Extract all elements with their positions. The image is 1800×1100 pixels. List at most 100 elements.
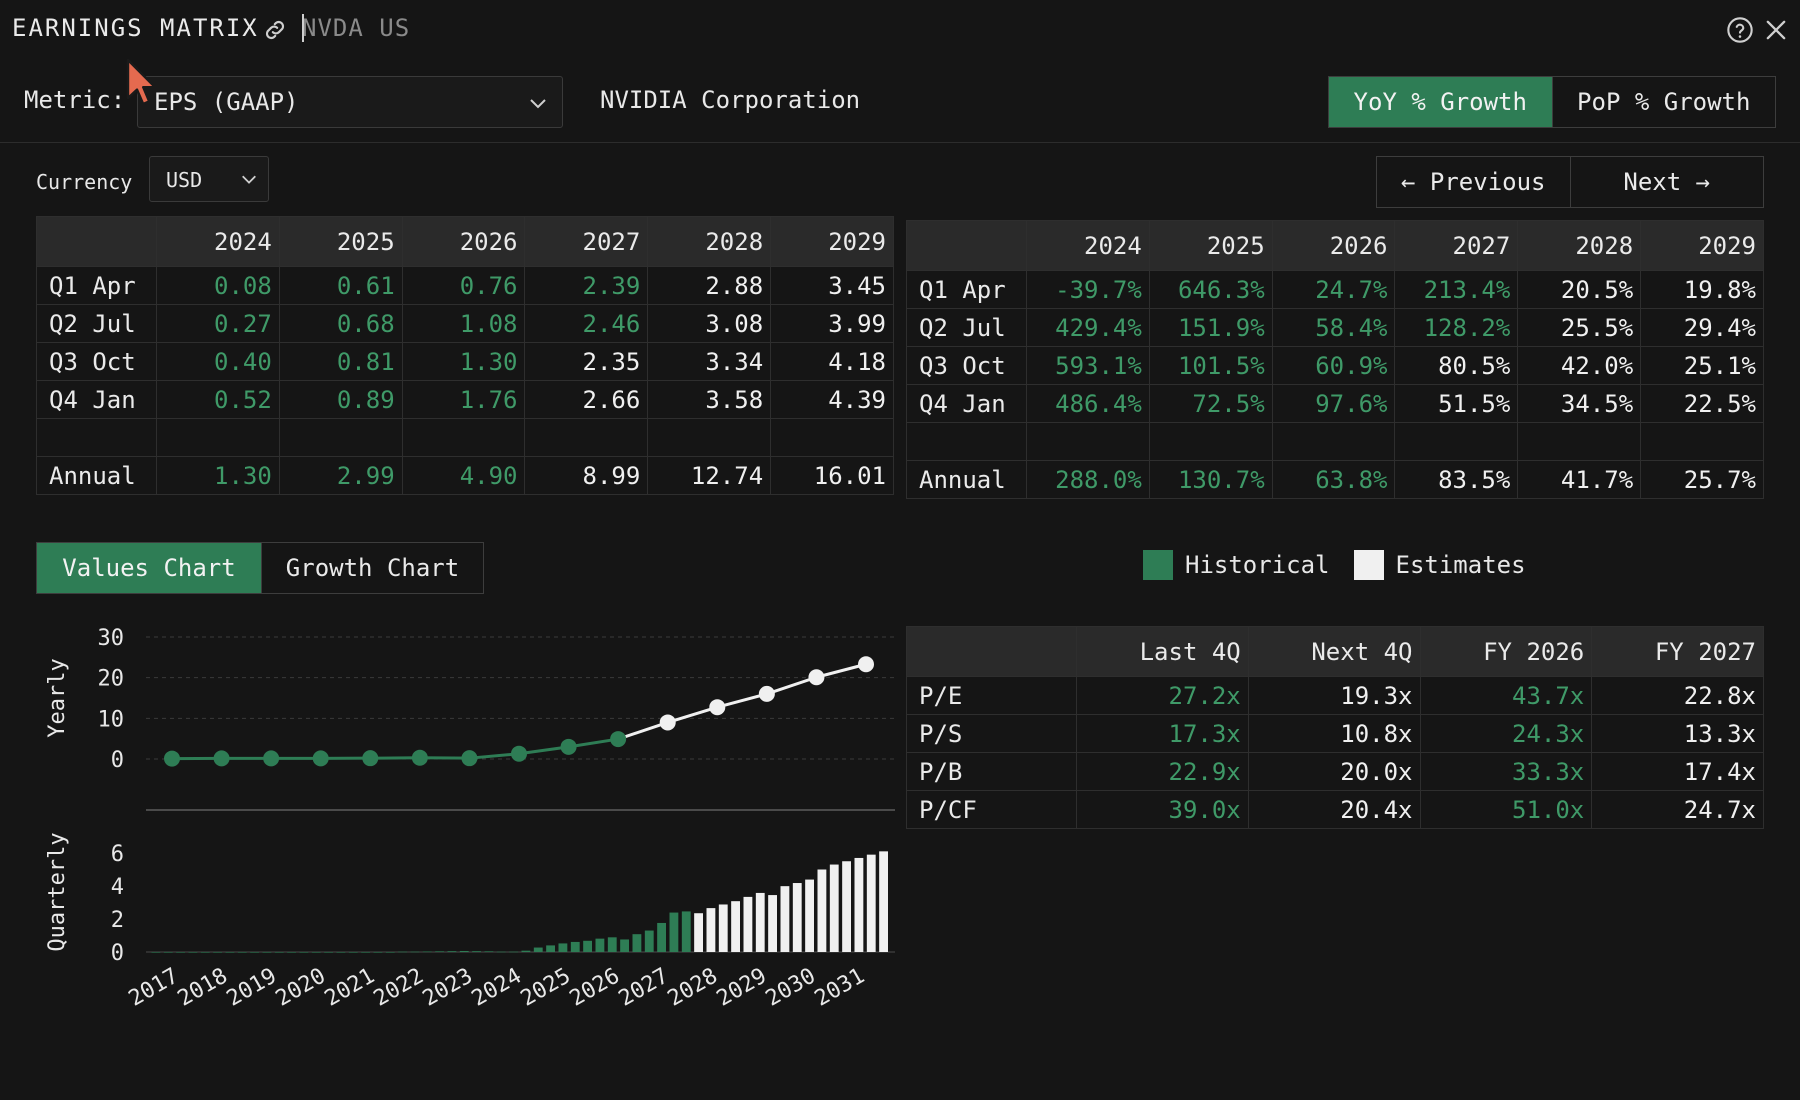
table-cell[interactable]: 0.08 <box>156 266 280 305</box>
table-cell[interactable]: 63.8% <box>1271 460 1396 499</box>
ticker-input[interactable]: NVDA US <box>302 14 411 42</box>
table-cell[interactable]: 0.52 <box>156 380 280 419</box>
table-cell[interactable]: 429.4% <box>1026 308 1150 347</box>
table-cell[interactable]: 12.74 <box>647 456 772 495</box>
table-cell[interactable] <box>1271 422 1396 461</box>
yoy-growth-button[interactable]: YoY % Growth <box>1329 77 1552 127</box>
help-icon[interactable] <box>1726 16 1754 44</box>
table-cell[interactable] <box>1640 422 1764 461</box>
table-cell[interactable]: 3.99 <box>770 304 894 343</box>
table-cell[interactable]: 2.35 <box>524 342 649 381</box>
table-cell[interactable]: 72.5% <box>1148 384 1273 423</box>
table-cell[interactable]: 3.58 <box>647 380 772 419</box>
table-cell[interactable]: 1.08 <box>401 304 526 343</box>
table-cell[interactable]: 288.0% <box>1026 460 1150 499</box>
table-cell[interactable]: 83.5% <box>1394 460 1519 499</box>
table-cell[interactable]: 22.5% <box>1640 384 1764 423</box>
table-cell[interactable]: 34.5% <box>1517 384 1642 423</box>
table-cell[interactable]: 19.3x <box>1247 676 1421 715</box>
values-chart-tab[interactable]: Values Chart <box>37 543 261 593</box>
table-cell[interactable]: 130.7% <box>1148 460 1273 499</box>
table-cell[interactable]: 151.9% <box>1148 308 1273 347</box>
table-cell[interactable]: 3.45 <box>770 266 894 305</box>
table-cell[interactable]: 128.2% <box>1394 308 1519 347</box>
table-cell[interactable]: 101.5% <box>1148 346 1273 385</box>
table-cell[interactable]: 22.8x <box>1591 676 1764 715</box>
table-cell[interactable]: 4.39 <box>770 380 894 419</box>
table-cell[interactable]: 20.0x <box>1247 752 1421 791</box>
close-icon[interactable] <box>1762 16 1790 44</box>
table-cell[interactable]: 0.27 <box>156 304 280 343</box>
table-cell[interactable] <box>1517 422 1642 461</box>
link-icon[interactable] <box>262 17 288 43</box>
table-cell[interactable]: 39.0x <box>1076 790 1249 829</box>
table-cell[interactable]: 60.9% <box>1271 346 1396 385</box>
previous-button[interactable]: ← Previous <box>1401 168 1546 196</box>
table-cell[interactable]: 33.3x <box>1419 752 1593 791</box>
table-cell[interactable]: 8.99 <box>524 456 649 495</box>
table-cell[interactable]: 4.90 <box>401 456 526 495</box>
table-cell[interactable]: 3.34 <box>647 342 772 381</box>
table-cell[interactable]: 1.30 <box>401 342 526 381</box>
table-cell[interactable]: 16.01 <box>770 456 894 495</box>
table-cell[interactable]: 51.5% <box>1394 384 1519 423</box>
table-cell[interactable] <box>770 418 894 457</box>
growth-chart-tab[interactable]: Growth Chart <box>261 543 483 593</box>
table-cell[interactable]: 213.4% <box>1394 270 1519 309</box>
table-cell[interactable]: 29.4% <box>1640 308 1764 347</box>
table-cell[interactable]: 43.7x <box>1419 676 1593 715</box>
table-cell[interactable]: 1.76 <box>401 380 526 419</box>
table-cell[interactable]: 0.76 <box>401 266 526 305</box>
table-cell[interactable]: 3.08 <box>647 304 772 343</box>
table-cell[interactable]: 2.88 <box>647 266 772 305</box>
table-cell[interactable] <box>1394 422 1519 461</box>
table-cell[interactable]: 51.0x <box>1419 790 1593 829</box>
table-cell[interactable]: -39.7% <box>1026 270 1150 309</box>
table-cell[interactable]: 42.0% <box>1517 346 1642 385</box>
table-cell[interactable] <box>401 418 526 457</box>
table-cell[interactable]: 20.5% <box>1517 270 1642 309</box>
table-cell[interactable]: 25.7% <box>1640 460 1764 499</box>
table-cell[interactable] <box>524 418 649 457</box>
table-cell[interactable]: 22.9x <box>1076 752 1249 791</box>
table-cell[interactable]: 0.89 <box>278 380 403 419</box>
table-cell[interactable] <box>1148 422 1273 461</box>
table-cell[interactable]: 97.6% <box>1271 384 1396 423</box>
pop-growth-button[interactable]: PoP % Growth <box>1551 77 1775 127</box>
table-cell[interactable]: 19.8% <box>1640 270 1764 309</box>
table-cell[interactable]: 2.99 <box>278 456 403 495</box>
table-cell[interactable]: 1.30 <box>156 456 280 495</box>
table-cell[interactable]: 24.7% <box>1271 270 1396 309</box>
currency-dropdown[interactable]: USD <box>149 156 269 202</box>
table-cell[interactable]: 0.61 <box>278 266 403 305</box>
table-cell[interactable]: 0.81 <box>278 342 403 381</box>
next-button[interactable]: Next → <box>1569 157 1764 207</box>
table-cell[interactable]: 24.3x <box>1419 714 1593 753</box>
table-cell[interactable]: 0.40 <box>156 342 280 381</box>
table-cell[interactable]: 486.4% <box>1026 384 1150 423</box>
table-cell[interactable] <box>156 418 280 457</box>
table-cell[interactable]: 17.4x <box>1591 752 1764 791</box>
table-cell[interactable] <box>278 418 403 457</box>
table-cell[interactable] <box>1026 422 1150 461</box>
table-cell[interactable]: 13.3x <box>1591 714 1764 753</box>
table-cell[interactable]: 24.7x <box>1591 790 1764 829</box>
table-cell[interactable]: 4.18 <box>770 342 894 381</box>
table-cell[interactable]: 0.68 <box>278 304 403 343</box>
table-cell[interactable]: 2.39 <box>524 266 649 305</box>
metric-dropdown[interactable]: EPS (GAAP) <box>137 76 563 128</box>
table-cell[interactable]: 41.7% <box>1517 460 1642 499</box>
table-cell[interactable]: 80.5% <box>1394 346 1519 385</box>
table-cell[interactable]: 2.46 <box>524 304 649 343</box>
table-cell[interactable]: 27.2x <box>1076 676 1249 715</box>
table-cell[interactable]: 25.5% <box>1517 308 1642 347</box>
table-cell[interactable]: 593.1% <box>1026 346 1150 385</box>
table-cell[interactable]: 2.66 <box>524 380 649 419</box>
table-cell[interactable]: 58.4% <box>1271 308 1396 347</box>
table-cell[interactable]: 20.4x <box>1247 790 1421 829</box>
table-cell[interactable]: 646.3% <box>1148 270 1273 309</box>
table-cell[interactable]: 25.1% <box>1640 346 1764 385</box>
table-cell[interactable]: 10.8x <box>1247 714 1421 753</box>
table-cell[interactable] <box>647 418 772 457</box>
table-cell[interactable]: 17.3x <box>1076 714 1249 753</box>
